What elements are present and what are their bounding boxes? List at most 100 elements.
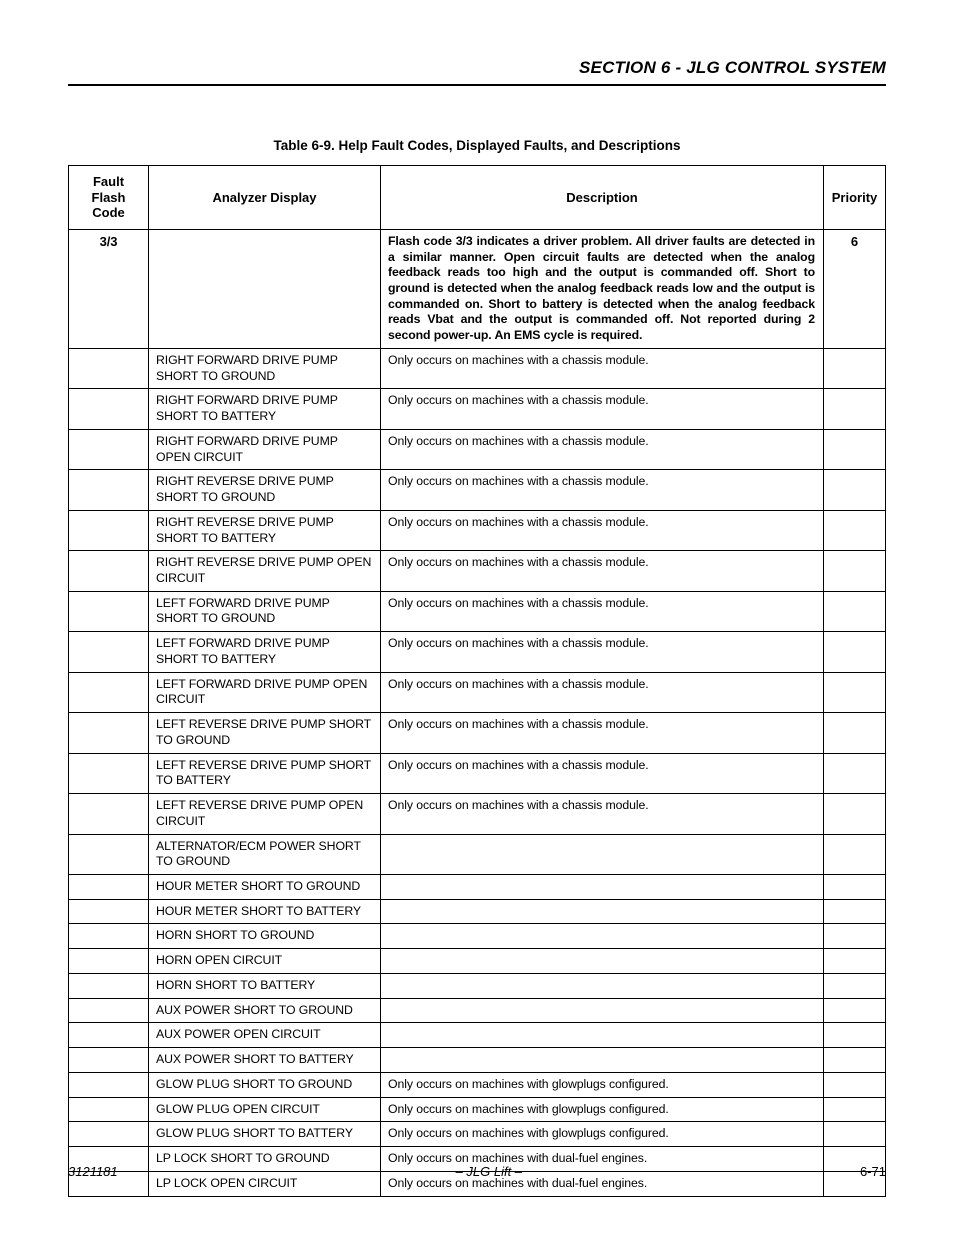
- cell-display: HORN SHORT TO GROUND: [149, 924, 381, 949]
- cell-description: [381, 1023, 824, 1048]
- cell-description: Only occurs on machines with a chassis m…: [381, 510, 824, 550]
- cell-priority: [824, 973, 886, 998]
- cell-priority: [824, 1097, 886, 1122]
- col-header-display: Analyzer Display: [149, 166, 381, 230]
- table-caption: Table 6-9. Help Fault Codes, Displayed F…: [68, 138, 886, 153]
- cell-code: [69, 551, 149, 591]
- cell-code: [69, 924, 149, 949]
- cell-code: [69, 1097, 149, 1122]
- cell-priority: [824, 1048, 886, 1073]
- cell-description: Only occurs on machines with glowplugs c…: [381, 1097, 824, 1122]
- intro-priority: 6: [824, 229, 886, 348]
- cell-code: [69, 794, 149, 834]
- cell-description: [381, 949, 824, 974]
- cell-display: GLOW PLUG SHORT TO BATTERY: [149, 1122, 381, 1147]
- footer-center: – JLG Lift –: [456, 1164, 522, 1179]
- table-row: GLOW PLUG OPEN CIRCUITOnly occurs on mac…: [69, 1097, 886, 1122]
- table-row: RIGHT REVERSE DRIVE PUMP SHORT TO GROUND…: [69, 470, 886, 510]
- cell-priority: [824, 1072, 886, 1097]
- cell-code: [69, 632, 149, 672]
- cell-priority: [824, 1122, 886, 1147]
- cell-description: Only occurs on machines with a chassis m…: [381, 389, 824, 429]
- table-row: AUX POWER SHORT TO GROUND: [69, 998, 886, 1023]
- cell-priority: [824, 924, 886, 949]
- table-row: RIGHT REVERSE DRIVE PUMP SHORT TO BATTER…: [69, 510, 886, 550]
- cell-display: HOUR METER SHORT TO GROUND: [149, 875, 381, 900]
- cell-priority: [824, 875, 886, 900]
- table-row: LEFT FORWARD DRIVE PUMP SHORT TO GROUNDO…: [69, 591, 886, 631]
- table-row: AUX POWER OPEN CIRCUIT: [69, 1023, 886, 1048]
- cell-display: HOUR METER SHORT TO BATTERY: [149, 899, 381, 924]
- table-row: GLOW PLUG SHORT TO GROUNDOnly occurs on …: [69, 1072, 886, 1097]
- cell-description: Only occurs on machines with a chassis m…: [381, 348, 824, 388]
- table-row: RIGHT REVERSE DRIVE PUMP OPEN CIRCUITOnl…: [69, 551, 886, 591]
- cell-description: [381, 1048, 824, 1073]
- table-body: 3/3 Flash code 3/3 indicates a driver pr…: [69, 229, 886, 1196]
- intro-row: 3/3 Flash code 3/3 indicates a driver pr…: [69, 229, 886, 348]
- table-row: LEFT REVERSE DRIVE PUMP SHORT TO BATTERY…: [69, 753, 886, 793]
- cell-description: [381, 998, 824, 1023]
- cell-display: LEFT FORWARD DRIVE PUMP SHORT TO GROUND: [149, 591, 381, 631]
- cell-display: AUX POWER SHORT TO GROUND: [149, 998, 381, 1023]
- cell-code: [69, 713, 149, 753]
- cell-display: LEFT FORWARD DRIVE PUMP OPEN CIRCUIT: [149, 672, 381, 712]
- table-row: RIGHT FORWARD DRIVE PUMP SHORT TO BATTER…: [69, 389, 886, 429]
- cell-code: [69, 1122, 149, 1147]
- cell-priority: [824, 470, 886, 510]
- cell-code: [69, 899, 149, 924]
- cell-priority: [824, 998, 886, 1023]
- cell-display: HORN OPEN CIRCUIT: [149, 949, 381, 974]
- table-row: HOUR METER SHORT TO GROUND: [69, 875, 886, 900]
- cell-code: [69, 348, 149, 388]
- table-row: ALTERNATOR/ECM POWER SHORT TO GROUND: [69, 834, 886, 874]
- cell-display: LEFT REVERSE DRIVE PUMP SHORT TO BATTERY: [149, 753, 381, 793]
- table-row: LEFT FORWARD DRIVE PUMP OPEN CIRCUITOnly…: [69, 672, 886, 712]
- cell-description: Only occurs on machines with a chassis m…: [381, 591, 824, 631]
- cell-display: LEFT FORWARD DRIVE PUMP SHORT TO BATTERY: [149, 632, 381, 672]
- cell-description: Only occurs on machines with a chassis m…: [381, 713, 824, 753]
- cell-display: RIGHT REVERSE DRIVE PUMP SHORT TO GROUND: [149, 470, 381, 510]
- cell-description: Only occurs on machines with a chassis m…: [381, 470, 824, 510]
- cell-description: Only occurs on machines with a chassis m…: [381, 551, 824, 591]
- cell-display: RIGHT FORWARD DRIVE PUMP SHORT TO GROUND: [149, 348, 381, 388]
- cell-code: [69, 875, 149, 900]
- table-row: LEFT FORWARD DRIVE PUMP SHORT TO BATTERY…: [69, 632, 886, 672]
- col-header-priority: Priority: [824, 166, 886, 230]
- cell-code: [69, 591, 149, 631]
- cell-code: [69, 510, 149, 550]
- table-row: HORN OPEN CIRCUIT: [69, 949, 886, 974]
- cell-description: [381, 924, 824, 949]
- table-row: RIGHT FORWARD DRIVE PUMP OPEN CIRCUITOnl…: [69, 429, 886, 469]
- cell-code: [69, 389, 149, 429]
- cell-display: RIGHT REVERSE DRIVE PUMP OPEN CIRCUIT: [149, 551, 381, 591]
- cell-priority: [824, 672, 886, 712]
- cell-priority: [824, 713, 886, 753]
- footer-page-number: 6-71: [860, 1164, 886, 1179]
- table-row: HOUR METER SHORT TO BATTERY: [69, 899, 886, 924]
- cell-code: [69, 1023, 149, 1048]
- cell-display: GLOW PLUG OPEN CIRCUIT: [149, 1097, 381, 1122]
- cell-code: [69, 949, 149, 974]
- table-row: LEFT REVERSE DRIVE PUMP OPEN CIRCUITOnly…: [69, 794, 886, 834]
- cell-code: [69, 470, 149, 510]
- intro-display: [149, 229, 381, 348]
- cell-code: [69, 834, 149, 874]
- cell-display: ALTERNATOR/ECM POWER SHORT TO GROUND: [149, 834, 381, 874]
- cell-description: [381, 875, 824, 900]
- cell-code: [69, 429, 149, 469]
- cell-priority: [824, 510, 886, 550]
- cell-priority: [824, 429, 886, 469]
- cell-display: AUX POWER OPEN CIRCUIT: [149, 1023, 381, 1048]
- table-row: AUX POWER SHORT TO BATTERY: [69, 1048, 886, 1073]
- table-header-row: Fault Flash Code Analyzer Display Descri…: [69, 166, 886, 230]
- cell-priority: [824, 899, 886, 924]
- cell-code: [69, 1072, 149, 1097]
- cell-description: Only occurs on machines with a chassis m…: [381, 753, 824, 793]
- cell-code: [69, 753, 149, 793]
- cell-priority: [824, 348, 886, 388]
- table-row: GLOW PLUG SHORT TO BATTERYOnly occurs on…: [69, 1122, 886, 1147]
- col-header-code: Fault Flash Code: [69, 166, 149, 230]
- intro-description: Flash code 3/3 indicates a driver proble…: [381, 229, 824, 348]
- cell-display: AUX POWER SHORT TO BATTERY: [149, 1048, 381, 1073]
- cell-display: LEFT REVERSE DRIVE PUMP OPEN CIRCUIT: [149, 794, 381, 834]
